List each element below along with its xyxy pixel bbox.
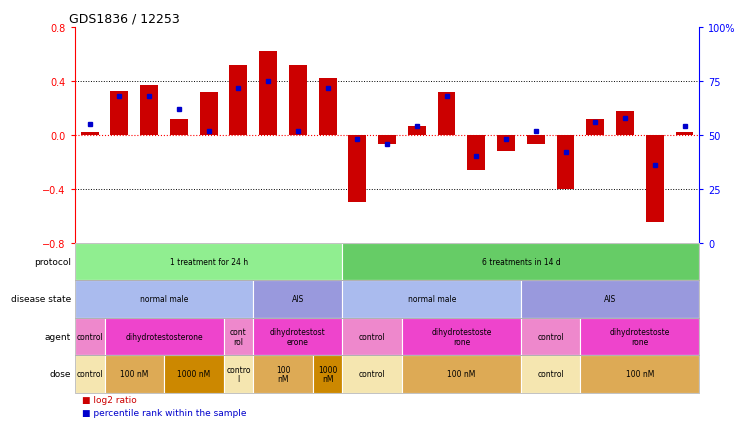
Text: control: control	[359, 332, 386, 341]
Text: AIS: AIS	[604, 295, 616, 304]
Bar	[170, 119, 188, 135]
Bar	[497, 135, 515, 152]
Bar	[675, 133, 693, 135]
Bar	[289, 66, 307, 135]
Text: ▶: ▶	[76, 371, 82, 377]
Text: disease state: disease state	[10, 295, 71, 304]
Bar	[586, 119, 604, 135]
Bar	[140, 86, 158, 135]
Text: dihydrotestoste
rone: dihydrotestoste rone	[610, 327, 670, 346]
Text: control: control	[76, 370, 103, 378]
Text: GDS1836 / 12253: GDS1836 / 12253	[69, 13, 180, 26]
Text: 100 nM: 100 nM	[447, 370, 476, 378]
Bar	[319, 79, 337, 135]
Bar	[557, 135, 574, 189]
Text: control: control	[359, 370, 386, 378]
Bar	[260, 53, 277, 135]
Text: 100 nM: 100 nM	[626, 370, 654, 378]
Bar	[111, 91, 129, 135]
Bar	[378, 135, 396, 145]
Text: contro
l: contro l	[226, 365, 251, 383]
Text: protocol: protocol	[34, 257, 71, 266]
Text: 6 treatments in 14 d: 6 treatments in 14 d	[482, 257, 560, 266]
Bar	[408, 126, 426, 135]
Text: ▶: ▶	[76, 259, 82, 265]
Text: AIS: AIS	[292, 295, 304, 304]
Text: cont
rol: cont rol	[230, 327, 247, 346]
Bar	[200, 92, 218, 135]
Text: 100 nM: 100 nM	[120, 370, 148, 378]
Text: dihydrotestoste
rone: dihydrotestoste rone	[432, 327, 491, 346]
Text: ■ percentile rank within the sample: ■ percentile rank within the sample	[82, 408, 247, 417]
Text: 1 treatment for 24 h: 1 treatment for 24 h	[170, 257, 248, 266]
Text: control: control	[537, 370, 564, 378]
Bar	[81, 133, 99, 135]
Text: 1000 nM: 1000 nM	[177, 370, 210, 378]
Text: dihydrotestost
erone: dihydrotestost erone	[270, 327, 325, 346]
Text: control: control	[76, 332, 103, 341]
Text: ■ log2 ratio: ■ log2 ratio	[82, 395, 137, 404]
Bar	[438, 92, 456, 135]
Text: 1000
nM: 1000 nM	[318, 365, 337, 383]
Text: ▶: ▶	[76, 296, 82, 302]
Text: agent: agent	[45, 332, 71, 341]
Bar	[616, 112, 634, 135]
Text: 100
nM: 100 nM	[276, 365, 290, 383]
Text: dihydrotestosterone: dihydrotestosterone	[125, 332, 203, 341]
Text: control: control	[537, 332, 564, 341]
Bar	[230, 66, 248, 135]
Bar	[349, 135, 367, 203]
Bar	[527, 135, 545, 145]
Text: normal male: normal male	[140, 295, 188, 304]
Text: ▶: ▶	[76, 334, 82, 340]
Text: normal male: normal male	[408, 295, 456, 304]
Bar	[646, 135, 663, 223]
Text: dose: dose	[49, 370, 71, 378]
Bar	[468, 135, 485, 171]
